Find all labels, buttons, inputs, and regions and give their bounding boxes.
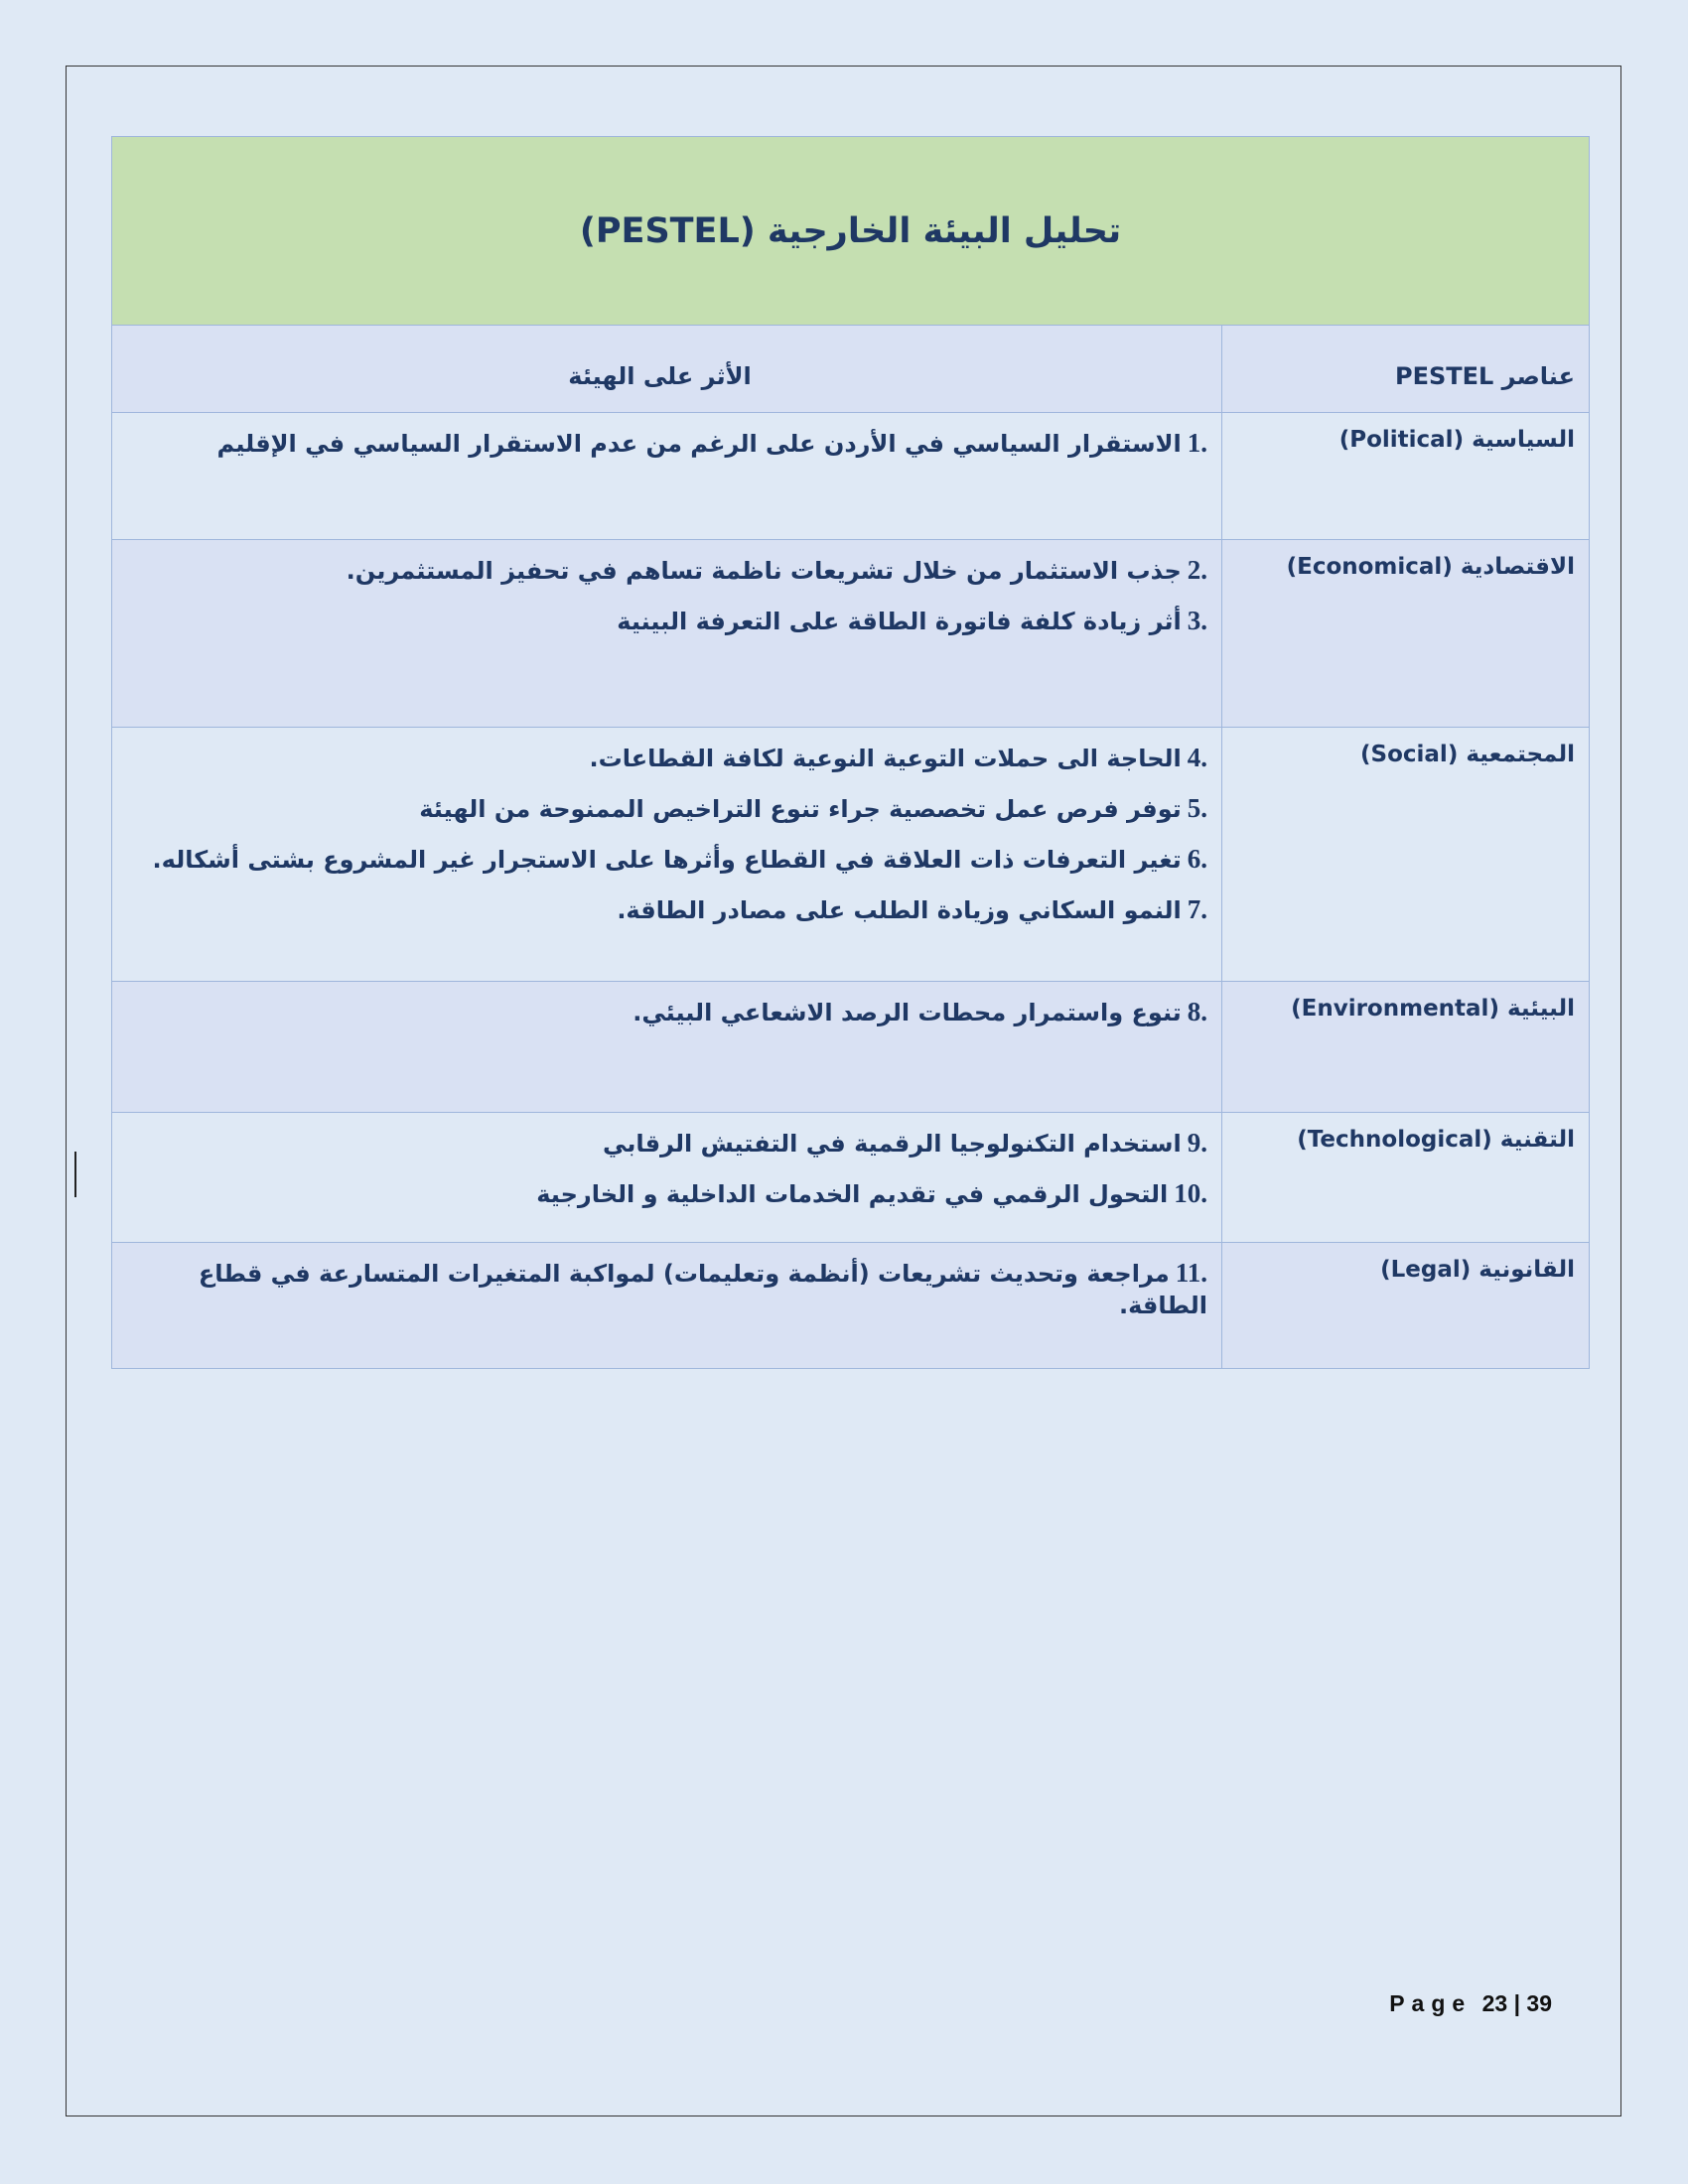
impact-item: 11.مراجعة وتحديث تشريعات (أنظمة وتعليمات…: [112, 1257, 1207, 1321]
pestel-element: الاقتصادية (Economical): [1221, 539, 1590, 728]
header-impact: الأثر على الهيئة: [111, 325, 1222, 413]
impact-cell: 11.مراجعة وتحديث تشريعات (أنظمة وتعليمات…: [111, 1242, 1222, 1369]
impact-item: 4.الحاجة الى حملات التوعية النوعية لكافة…: [112, 742, 1207, 774]
table-row: المجتمعية (Social) 4.الحاجة الى حملات الت…: [111, 727, 1590, 982]
text-cursor: [74, 1152, 76, 1197]
item-number: 5.: [1187, 793, 1207, 823]
table-row: التقنية (Technological) 9.استخدام التكنول…: [111, 1112, 1590, 1243]
pestel-element: المجتمعية (Social): [1221, 727, 1590, 982]
item-text: توفر فرص عمل تخصصية جراء تنوع التراخيص ا…: [419, 795, 1182, 823]
table-title: تحليل البيئة الخارجية (PESTEL): [111, 136, 1590, 326]
item-text: التحول الرقمي في تقديم الخدمات الداخلية …: [536, 1180, 1169, 1208]
impact-item: 10.التحول الرقمي في تقديم الخدمات الداخل…: [112, 1177, 1207, 1210]
item-number: 10.: [1174, 1178, 1207, 1208]
item-number: 6.: [1187, 844, 1207, 874]
item-number: 1.: [1187, 428, 1207, 458]
page-separator: |: [1513, 1990, 1521, 2016]
page-number: Page 23 | 39: [1389, 1990, 1552, 2017]
page-total: 39: [1526, 1990, 1552, 2016]
table-row: القانونية (Legal) 11.مراجعة وتحديث تشريعا…: [111, 1242, 1590, 1369]
item-text: الحاجة الى حملات التوعية النوعية لكافة ا…: [589, 745, 1182, 772]
impact-cell: 8.تنوع واستمرار محطات الرصد الاشعاعي الب…: [111, 981, 1222, 1113]
item-text: جذب الاستثمار من خلال تشريعات ناظمة تساه…: [346, 557, 1182, 585]
impact-item: 1.الاستقرار السياسي في الأردن على الرغم …: [112, 427, 1207, 460]
item-text: تغير التعرفات ذات العلاقة في القطاع وأثر…: [152, 846, 1182, 874]
impact-item: 9.استخدام التكنولوجيا الرقمية في التفتيش…: [112, 1127, 1207, 1160]
pestel-table: تحليل البيئة الخارجية (PESTEL) عناصر PES…: [111, 136, 1590, 1369]
pestel-element: القانونية (Legal): [1221, 1242, 1590, 1369]
impact-item: 8.تنوع واستمرار محطات الرصد الاشعاعي الب…: [112, 996, 1207, 1028]
impact-item: 3.أثر زيادة كلفة فاتورة الطاقة على التعر…: [112, 605, 1207, 637]
item-text: تنوع واستمرار محطات الرصد الاشعاعي البيئ…: [633, 999, 1182, 1026]
header-elements: عناصر PESTEL: [1221, 325, 1590, 413]
impact-item: 6.تغير التعرفات ذات العلاقة في القطاع وأ…: [112, 843, 1207, 876]
item-number: 7.: [1187, 894, 1207, 924]
impact-cell: 4.الحاجة الى حملات التوعية النوعية لكافة…: [111, 727, 1222, 982]
item-number: 11.: [1175, 1258, 1207, 1288]
table-row: البيئية (Environmental) 8.تنوع واستمرار م…: [111, 981, 1590, 1113]
table-row: الاقتصادية (Economical) 2.جذب الاستثمار م…: [111, 539, 1590, 728]
item-text: الاستقرار السياسي في الأردن على الرغم من…: [216, 430, 1182, 458]
impact-cell: 1.الاستقرار السياسي في الأردن على الرغم …: [111, 412, 1222, 540]
item-number: 8.: [1187, 997, 1207, 1026]
item-number: 2.: [1187, 555, 1207, 585]
item-number: 4.: [1187, 743, 1207, 772]
impact-cell: 9.استخدام التكنولوجيا الرقمية في التفتيش…: [111, 1112, 1222, 1243]
item-text: النمو السكاني وزيادة الطلب على مصادر الط…: [617, 896, 1182, 924]
impact-item: 5.توفر فرص عمل تخصصية جراء تنوع التراخيص…: [112, 792, 1207, 825]
item-number: 9.: [1187, 1128, 1207, 1158]
pestel-element: البيئية (Environmental): [1221, 981, 1590, 1113]
pestel-element: التقنية (Technological): [1221, 1112, 1590, 1243]
page-border: [66, 66, 1621, 2116]
impact-item: 7.النمو السكاني وزيادة الطلب على مصادر ا…: [112, 893, 1207, 926]
page-current: 23: [1481, 1990, 1508, 2016]
page-label: Page: [1389, 1990, 1473, 2016]
item-number: 3.: [1187, 606, 1207, 635]
item-text: أثر زيادة كلفة فاتورة الطاقة على التعرفة…: [617, 608, 1182, 635]
impact-item: 2.جذب الاستثمار من خلال تشريعات ناظمة تس…: [112, 554, 1207, 587]
item-text: استخدام التكنولوجيا الرقمية في التفتيش ا…: [603, 1130, 1182, 1158]
item-text: مراجعة وتحديث تشريعات (أنظمة وتعليمات) ل…: [198, 1260, 1207, 1319]
pestel-element: السياسية (Political): [1221, 412, 1590, 540]
impact-cell: 2.جذب الاستثمار من خلال تشريعات ناظمة تس…: [111, 539, 1222, 728]
table-row: السياسية (Political) 1.الاستقرار السياسي …: [111, 412, 1590, 540]
